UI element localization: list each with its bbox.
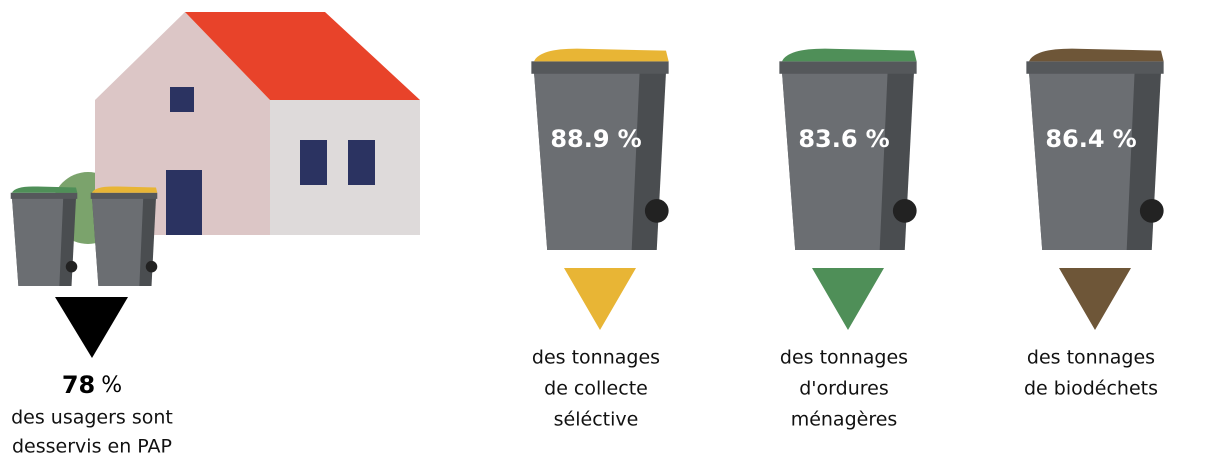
bin-front	[92, 198, 144, 286]
stat-unit: %	[1113, 125, 1137, 153]
pointer	[812, 268, 884, 330]
bin-wheel	[65, 260, 78, 273]
caption: desservis en PAP	[12, 436, 172, 458]
caption: de collecte	[544, 378, 648, 400]
pointer	[55, 297, 128, 358]
bin-stat: 86.4%	[1045, 125, 1136, 153]
bin-lid	[534, 48, 669, 62]
stat-value: 78	[62, 371, 95, 399]
stat-unit: %	[618, 125, 642, 153]
bin-front	[534, 72, 640, 250]
bin-wheel	[644, 198, 669, 223]
bin	[1026, 48, 1164, 250]
caption: séléctive	[554, 409, 639, 431]
stat-value: 86.4	[1045, 125, 1104, 153]
stat-value: 88.9	[550, 125, 609, 153]
bin-wheel	[892, 198, 917, 223]
bin-stat: 88.9%	[550, 125, 641, 153]
bin-rim	[90, 192, 158, 199]
bin-front	[1029, 72, 1135, 250]
bin-rim	[531, 61, 669, 74]
household-stat: 78%	[62, 371, 122, 399]
bin	[779, 48, 917, 250]
bin-stat: 83.6%	[798, 125, 889, 153]
caption: des tonnages	[532, 347, 660, 369]
caption: des tonnages	[1027, 347, 1155, 369]
bin	[531, 48, 669, 250]
stat-unit: %	[101, 373, 122, 398]
pointer	[1059, 268, 1131, 330]
bin-wheel	[145, 260, 158, 273]
bin-rim	[10, 192, 78, 199]
bin-lid	[1029, 48, 1164, 62]
bin-front	[782, 72, 888, 250]
caption: des usagers sont	[11, 407, 173, 429]
bin-lid	[782, 48, 917, 62]
house	[52, 12, 420, 244]
bin	[10, 186, 78, 286]
bin-wheel	[1139, 198, 1164, 223]
pointer	[564, 268, 636, 330]
bin-lid	[12, 186, 78, 193]
stat-value: 83.6	[798, 125, 857, 153]
caption: de biodéchets	[1024, 378, 1158, 400]
bin-rim	[779, 61, 917, 74]
bin-front	[12, 198, 64, 286]
bin-rim	[1026, 61, 1164, 74]
caption: des tonnages	[780, 347, 908, 369]
caption: ménagères	[791, 409, 898, 431]
bin	[90, 186, 158, 286]
stat-unit: %	[866, 125, 890, 153]
caption: d'ordures	[799, 378, 888, 400]
bin-lid	[92, 186, 158, 193]
